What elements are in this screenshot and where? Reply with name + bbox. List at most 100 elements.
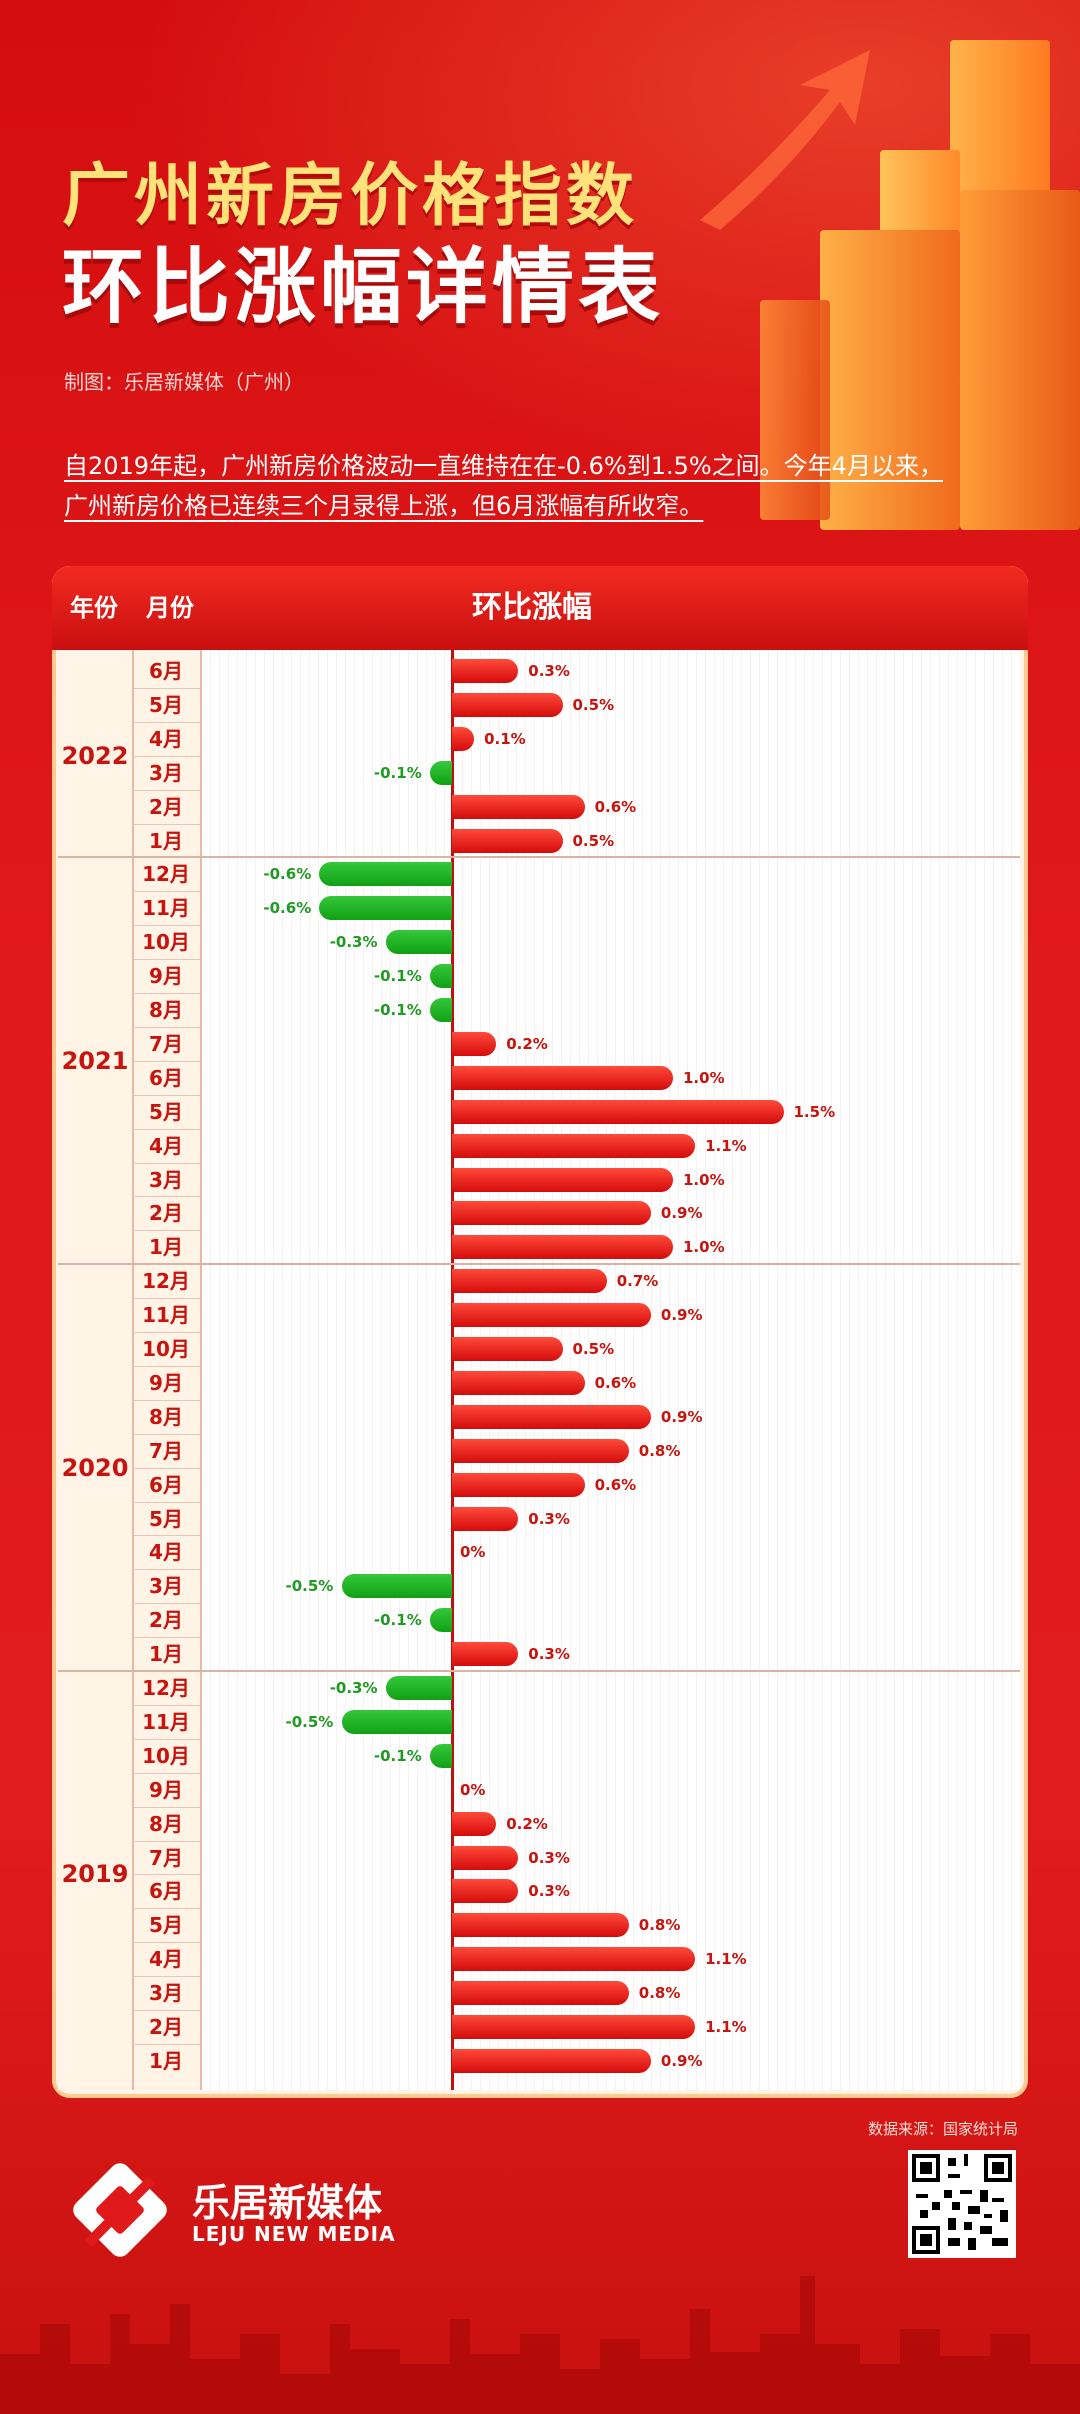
row-divider [132,1806,200,1808]
data-label: 0.7% [616,1272,659,1291]
bar [452,2015,696,2039]
year-column [58,650,132,2090]
chart-panel: 年份 月份 环比涨幅 6月 0.3% 5月 0.5% 4月 0.1% 3月 -0.1% 2月 0.… [52,566,1028,2098]
data-label: 0.5% [572,695,615,714]
data-label: 1.5% [793,1102,836,1121]
data-label: 0.9% [660,1306,703,1325]
data-label: 0.9% [660,1407,703,1426]
zero-line [451,650,454,2090]
month-label: 9月 [149,964,183,989]
bar [452,659,519,683]
header-month: 月份 [146,594,194,622]
row-divider [132,823,200,825]
month-label: 8月 [149,1811,183,1836]
year-label: 2021 [61,1046,129,1075]
data-label: 0.3% [528,1645,570,1664]
row-divider [132,1399,200,1401]
month-label: 9月 [149,1370,183,1395]
row-divider [132,1603,200,1605]
month-label: 11月 [142,1709,190,1734]
intro-text: 自2019年起，广州新房价格波动一直维持在在-0.6%到1.5%之间。今年4月以… [64,446,1004,526]
data-label: -0.5% [285,1577,334,1596]
month-label: 2月 [149,794,183,819]
month-label: 8月 [149,998,183,1022]
month-label: 12月 [142,1269,190,1294]
month-label: 6月 [149,1879,183,1904]
data-label: 1.0% [683,1238,725,1257]
row-divider [132,1060,200,1062]
source-text: 数据来源：国家统计局 [867,2120,1018,2138]
data-label: 0.9% [660,2051,703,2070]
month-label: 6月 [149,659,183,683]
row-divider [132,1908,200,1910]
bar [429,1608,452,1633]
row-divider [132,1162,200,1164]
bar [452,1811,497,1836]
data-label: 0.9% [660,1204,703,1223]
month-label: 5月 [149,1099,183,1124]
bar [429,760,452,785]
data-label: 0.3% [528,1882,570,1901]
row-divider [132,959,200,961]
bar [452,1167,673,1192]
bar [452,1370,585,1395]
row-divider [132,993,200,994]
data-label: 1.1% [705,2018,747,2036]
data-label: 0% [460,1780,486,1799]
row-divider [132,1840,200,1842]
bar [452,1065,673,1090]
year-label: 2022 [61,741,129,770]
bar [452,1845,519,1870]
month-label: 10月 [142,930,190,955]
year-divider [58,1670,1020,1672]
intro-line-2: 广州新房价格已连续三个月录得上涨，但6月涨幅有所收窄。 [64,492,704,520]
data-label: -0.1% [373,1746,422,1765]
row-divider [132,1433,200,1435]
month-label: 4月 [149,1540,183,1565]
bar [452,1472,585,1497]
data-label: 0.3% [528,1848,570,1867]
year-label: 2020 [61,1453,129,1482]
leju-logo-icon [73,2163,167,2257]
row-divider [132,687,200,689]
year-divider [58,1263,1020,1266]
data-label: -0.5% [285,1712,334,1731]
data-label: 0.8% [638,1441,681,1460]
bar [385,930,452,955]
bar [452,1201,651,1226]
row-divider [132,1976,200,1978]
month-label: 5月 [149,692,183,717]
data-label: 0.8% [638,1916,681,1935]
data-label: -0.3% [329,1679,378,1697]
data-label: -0.3% [329,933,378,952]
row-divider [132,721,200,723]
month-label: 6月 [149,1472,183,1497]
data-label: 1.1% [705,1136,747,1155]
month-label: 3月 [149,760,183,785]
intro-line-1: 自2019年起，广州新房价格波动一直维持在在-0.6%到1.5%之间。今年4月以… [64,452,943,480]
month-label: 10月 [142,1743,190,1768]
row-divider [132,1874,200,1876]
bar [429,964,452,989]
header-change: 环比涨幅 [472,590,592,625]
month-label: 3月 [149,1167,183,1192]
month-label: 6月 [149,1065,183,1090]
row-divider [132,1298,200,1300]
data-label: 0.8% [638,1984,681,2003]
month-label: 2月 [149,1201,183,1226]
bar [452,1031,497,1056]
qr-code-icon[interactable] [908,2150,1016,2258]
month-label: 12月 [142,862,190,887]
bar [429,998,452,1022]
bar [452,1879,519,1904]
title-line-2: 环比涨幅详情表 [62,240,665,335]
bar [452,1947,696,1972]
row-divider [132,925,200,927]
bar [429,1743,452,1768]
data-label: -0.1% [373,967,422,986]
bar [341,1709,452,1734]
bar [452,1981,629,2006]
month-label: 4月 [149,726,183,751]
row-divider [132,1637,200,1639]
row-divider [132,1026,200,1028]
